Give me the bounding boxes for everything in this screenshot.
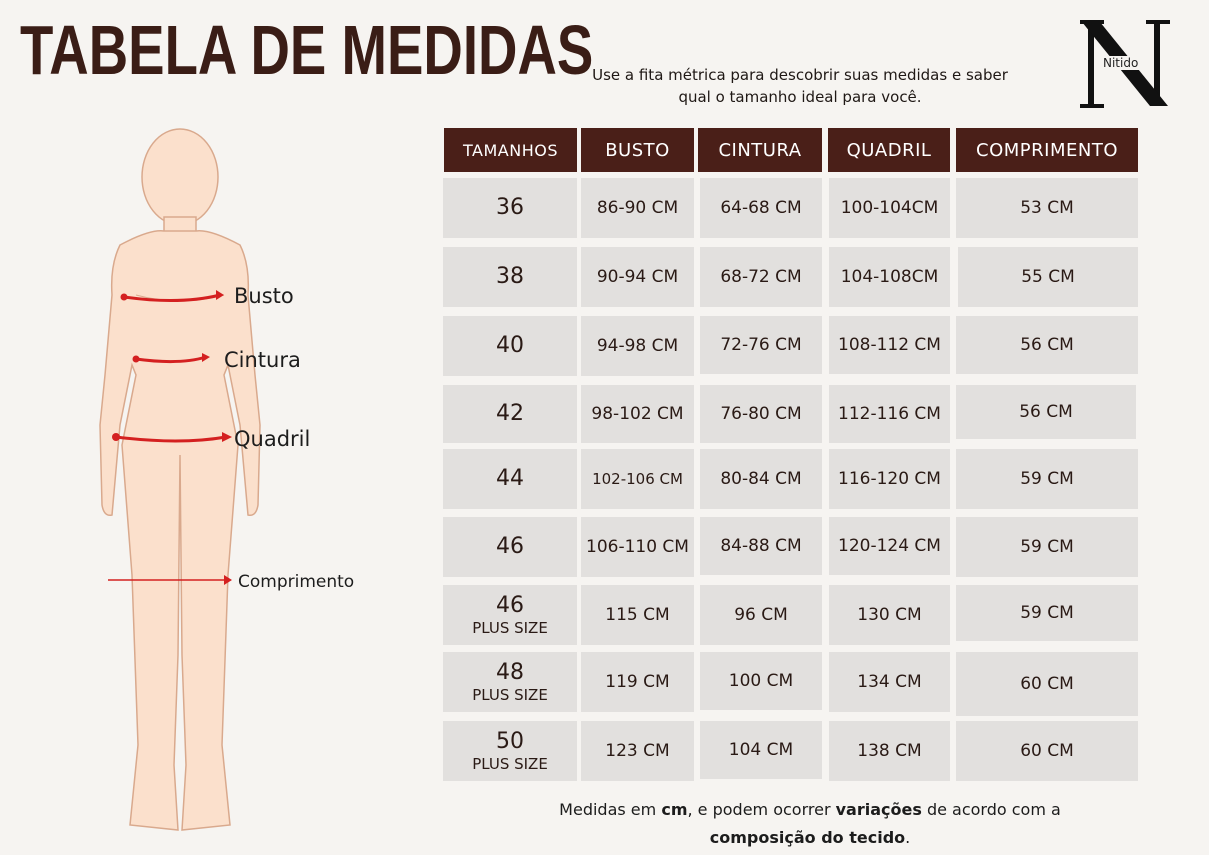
size-cell: 46 PLUS SIZE [443, 585, 577, 645]
subtitle: Use a fita métrica para descobrir suas m… [560, 64, 1040, 108]
cintura-cell: 80-84 CM [700, 449, 822, 509]
footnote-bold: cm [661, 800, 688, 819]
footnote-text: Medidas em [559, 800, 662, 819]
size-cell: 42 [443, 385, 577, 443]
busto-cell: 102-106 CM [581, 449, 694, 509]
size-number: 36 [496, 195, 524, 220]
header-quadril: QUADRIL [828, 128, 950, 172]
busto-cell: 90-94 CM [581, 247, 694, 307]
quadril-cell: 134 CM [829, 652, 950, 712]
size-number: 50 [496, 729, 524, 754]
cintura-cell: 104 CM [700, 721, 822, 779]
size-sub-label: PLUS SIZE [472, 619, 548, 637]
footnote-text: de acordo com a [921, 800, 1061, 819]
busto-cell: 98-102 CM [581, 385, 694, 443]
comprimento-cell: 59 CM [956, 449, 1138, 509]
brand-logo-text: Nitido [1101, 56, 1141, 70]
cintura-cell: 68-72 CM [700, 247, 822, 307]
size-number: 38 [496, 264, 524, 289]
body-label-quadril: Quadril [234, 427, 311, 451]
header-comprimento: COMPRIMENTO [956, 128, 1138, 172]
busto-cell: 106-110 CM [581, 517, 694, 577]
size-cell: 50 PLUS SIZE [443, 721, 577, 781]
footnote-line-1: Medidas em cm, e podem ocorrer variações… [520, 796, 1100, 824]
quadril-cell: 108-112 CM [829, 316, 950, 374]
size-sub-label: PLUS SIZE [472, 686, 548, 704]
comprimento-cell: 56 CM [956, 385, 1136, 439]
footnote-bold: variações [835, 800, 922, 819]
footnote: Medidas em cm, e podem ocorrer variações… [520, 796, 1100, 852]
comprimento-cell: 55 CM [958, 247, 1138, 307]
comprimento-cell: 53 CM [956, 178, 1138, 238]
footnote-line-2: composição do tecido. [520, 824, 1100, 852]
size-number: 42 [496, 401, 524, 426]
quadril-cell: 138 CM [829, 721, 950, 781]
cintura-cell: 76-80 CM [700, 385, 822, 443]
size-number: 40 [496, 333, 524, 358]
cintura-cell: 96 CM [700, 585, 822, 645]
size-cell: 38 [443, 247, 577, 307]
comprimento-cell: 60 CM [956, 721, 1138, 781]
comprimento-cell: 59 CM [956, 517, 1138, 577]
header-tamanhos: TAMANHOS [444, 128, 577, 172]
comprimento-cell: 59 CM [956, 585, 1138, 641]
comprimento-cell: 56 CM [956, 316, 1138, 374]
size-cell: 44 [443, 449, 577, 509]
cintura-cell: 100 CM [700, 652, 822, 710]
cintura-cell: 72-76 CM [700, 316, 822, 374]
size-cell: 48 PLUS SIZE [443, 652, 577, 712]
size-number: 44 [496, 466, 524, 491]
size-cell: 46 [443, 517, 577, 577]
header-cintura: CINTURA [698, 128, 822, 172]
size-number: 46 [496, 534, 524, 559]
page-title: TABELA DE MEDIDAS [20, 11, 594, 89]
cintura-cell: 84-88 CM [700, 517, 822, 575]
body-label-cintura: Cintura [224, 348, 301, 372]
subtitle-line-1: Use a fita métrica para descobrir suas m… [592, 66, 1008, 84]
size-cell: 40 [443, 316, 577, 376]
quadril-cell: 116-120 CM [829, 449, 950, 509]
body-figure [99, 128, 261, 831]
quadril-cell: 130 CM [829, 585, 950, 645]
size-number: 48 [496, 660, 524, 685]
comprimento-cell: 60 CM [956, 652, 1138, 716]
quadril-cell: 120-124 CM [829, 517, 950, 575]
body-label-busto: Busto [234, 284, 294, 308]
footnote-text: . [905, 828, 911, 847]
footnote-text: , e podem ocorrer [687, 800, 836, 819]
size-number: 46 [496, 593, 524, 618]
body-label-comprimento: Comprimento [238, 572, 355, 592]
footnote-bold: composição do tecido [709, 828, 906, 847]
quadril-cell: 104-108CM [829, 247, 950, 307]
busto-cell: 86-90 CM [581, 178, 694, 238]
busto-cell: 119 CM [581, 652, 694, 712]
busto-cell: 115 CM [581, 585, 694, 645]
size-cell: 36 [443, 178, 577, 238]
busto-cell: 123 CM [581, 721, 694, 781]
quadril-cell: 112-116 CM [829, 385, 950, 443]
busto-cell: 94-98 CM [581, 316, 694, 376]
cintura-cell: 64-68 CM [700, 178, 822, 238]
subtitle-line-2: qual o tamanho ideal para você. [678, 88, 922, 106]
quadril-cell: 100-104CM [829, 178, 950, 238]
size-sub-label: PLUS SIZE [472, 755, 548, 773]
header-busto: BUSTO [581, 128, 694, 172]
